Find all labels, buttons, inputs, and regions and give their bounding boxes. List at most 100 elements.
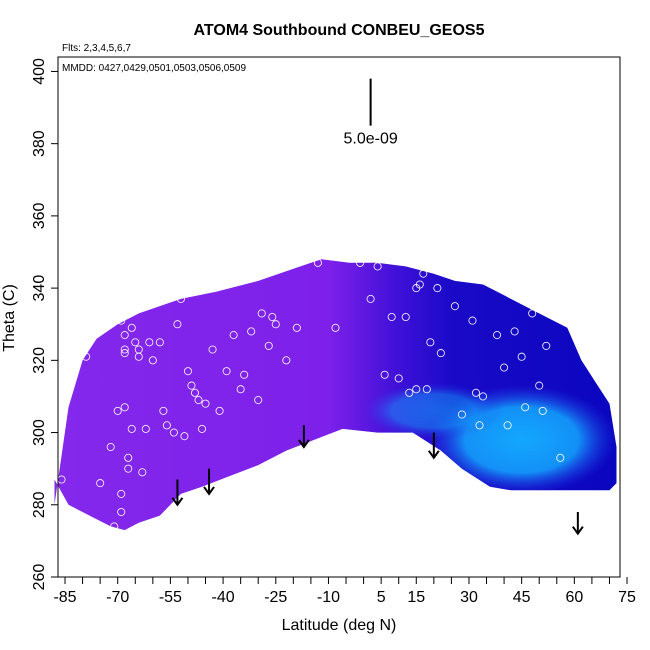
- x-tick-label: -10: [317, 589, 340, 606]
- observation-point: [117, 489, 126, 498]
- observation-point: [373, 262, 382, 271]
- observation-point: [120, 345, 129, 354]
- observation-point: [96, 479, 105, 488]
- observation-point: [197, 424, 207, 433]
- observation-point: [117, 507, 126, 517]
- observation-point: [436, 349, 445, 358]
- observation-point: [120, 349, 129, 358]
- observation-point: [145, 338, 154, 347]
- observation-point: [176, 294, 185, 303]
- observation-point: [478, 392, 488, 401]
- x-tick-label: 5: [377, 589, 386, 606]
- observation-point: [313, 258, 322, 267]
- observation-point: [120, 403, 129, 412]
- observation-point: [254, 396, 263, 405]
- observation-point: [475, 421, 484, 430]
- observation-point: [194, 396, 203, 405]
- observation-point: [542, 341, 551, 350]
- observation-point: [292, 323, 301, 332]
- arrow-head: [203, 486, 215, 496]
- field-region: [54, 259, 617, 531]
- chart-title: ATOM4 Southbound CONBEU_GEOS5: [194, 22, 485, 39]
- arrow: [298, 425, 310, 449]
- observation-point: [138, 468, 147, 477]
- observation-point: [173, 320, 182, 329]
- observation-point: [426, 338, 435, 347]
- x-tick-label: 75: [618, 589, 636, 606]
- observation-point: [521, 403, 530, 412]
- y-axis: 260 280 300 320 340 360 380 400: [31, 58, 58, 590]
- arrow: [171, 479, 184, 507]
- plot-frame: [57, 56, 621, 578]
- observation-point: [443, 266, 452, 275]
- arrow-head: [298, 439, 310, 449]
- observation-point: [162, 421, 171, 430]
- observation-point: [117, 316, 126, 325]
- arrow: [428, 432, 440, 460]
- observation-point: [82, 352, 91, 361]
- observation-point: [155, 338, 164, 347]
- arrow: [572, 512, 584, 536]
- y-tick-label: 300: [31, 419, 48, 446]
- x-tick-label: -85: [53, 589, 76, 606]
- observation-point: [201, 399, 210, 408]
- observation-point: [187, 381, 196, 390]
- observation-point: [366, 294, 375, 303]
- x-tick-label: 30: [460, 589, 478, 606]
- observation-point: [134, 345, 143, 354]
- scale-bar: 5.0e-09: [343, 78, 398, 148]
- observation-point: [127, 424, 136, 433]
- observation-point: [468, 316, 477, 325]
- observation-point: [503, 421, 512, 430]
- observation-point: [422, 385, 431, 394]
- observation-point: [247, 327, 256, 336]
- observation-points: [57, 258, 565, 531]
- x-tick-label: 60: [565, 589, 583, 606]
- observation-point: [190, 388, 200, 397]
- observation-point: [180, 432, 189, 441]
- y-tick-label: 280: [31, 491, 48, 518]
- observation-point: [127, 323, 136, 332]
- observation-point: [124, 464, 133, 473]
- observation-point: [240, 370, 249, 379]
- x-tick-label: -25: [264, 589, 287, 606]
- observation-point: [148, 356, 157, 365]
- observation-point: [222, 367, 231, 376]
- observation-point: [331, 323, 340, 332]
- y-tick-label: 340: [31, 275, 48, 302]
- observation-point: [394, 374, 403, 383]
- bright-zone: [363, 382, 617, 495]
- observation-point: [380, 370, 389, 379]
- x-tick-label: 45: [513, 589, 531, 606]
- arrow-head: [428, 450, 440, 460]
- observation-point: [405, 388, 414, 397]
- observation-point: [120, 331, 129, 340]
- arrow: [203, 468, 215, 496]
- y-tick-label: 360: [31, 202, 48, 229]
- y-axis-title: Theta (C): [1, 284, 18, 352]
- x-axis: -85 -70 -55 -40 -25 -10 5 15 30 45 60 75: [53, 577, 636, 606]
- observation-point: [401, 312, 410, 322]
- y-tick-label: 400: [31, 58, 48, 85]
- observation-point: [169, 428, 178, 437]
- arrow-head: [171, 497, 184, 507]
- observation-point: [517, 352, 526, 361]
- observation-point: [433, 284, 442, 293]
- observation-point: [556, 453, 565, 462]
- observation-point: [271, 320, 280, 329]
- observation-point: [450, 302, 459, 311]
- observation-point: [356, 258, 365, 267]
- observation-point: [106, 442, 115, 452]
- observation-point: [457, 410, 466, 419]
- observation-point: [282, 356, 291, 365]
- observation-point: [471, 388, 481, 397]
- dates-label: MMDD: 0427,0429,0501,0503,0506,0509: [62, 63, 246, 74]
- observation-point: [159, 406, 168, 415]
- observation-point: [264, 341, 273, 350]
- observation-point: [110, 522, 119, 531]
- observation-point: [183, 367, 193, 376]
- observation-point: [419, 269, 428, 278]
- observation-point: [535, 381, 544, 390]
- flights-label: Flts: 2,3,4,5,6,7: [62, 43, 131, 54]
